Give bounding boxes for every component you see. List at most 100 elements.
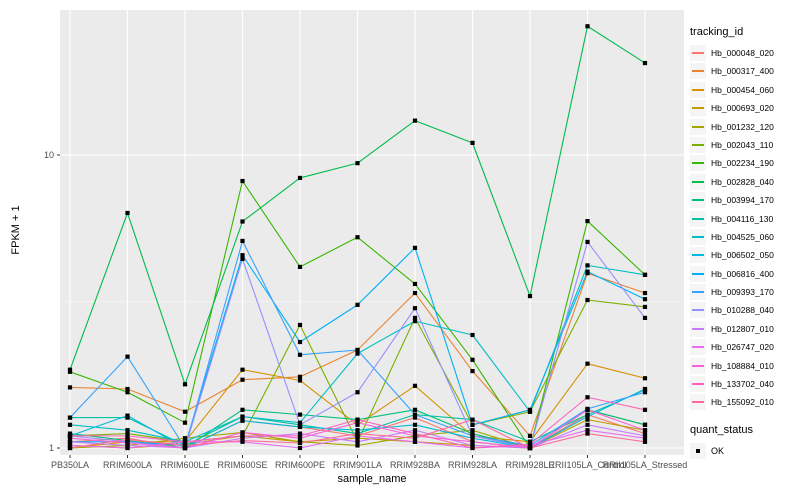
data-point — [642, 436, 648, 441]
data-point — [240, 253, 245, 258]
data-point — [585, 218, 590, 224]
data-point — [240, 438, 245, 443]
data-point — [297, 339, 303, 345]
legend-key — [690, 394, 706, 411]
legend-item-label: Hb_000048_020 — [711, 48, 774, 58]
data-point — [182, 445, 188, 451]
x-tick-label: RRIM600LE — [160, 460, 209, 470]
legend-item: Hb_002043_110 — [690, 136, 798, 153]
x-tick-label: RRII105LA_Control — [548, 460, 626, 470]
y-tick-label: 10 — [44, 150, 54, 160]
legend-key — [690, 45, 706, 61]
data-point — [125, 440, 130, 446]
legend-item: Hb_155092_010 — [690, 394, 798, 411]
data-point — [585, 417, 590, 422]
x-tick-label: RRIM928LE — [505, 460, 554, 470]
data-point — [355, 433, 360, 438]
x-tick-label: RRIM928LA — [448, 460, 497, 470]
legend-line-swatch — [692, 272, 704, 275]
legend-item: Hb_000048_020 — [690, 45, 798, 61]
data-point — [297, 445, 303, 451]
legend-item: Hb_012807_010 — [690, 320, 798, 337]
legend-line-swatch — [692, 180, 704, 183]
legend-line-swatch — [692, 143, 704, 146]
data-point — [412, 415, 418, 420]
data-point — [642, 431, 648, 436]
data-point — [297, 440, 303, 446]
legend-item: Hb_003994_170 — [690, 192, 798, 209]
data-point — [240, 219, 245, 224]
legend-line-swatch — [692, 70, 704, 73]
data-point — [470, 439, 475, 444]
data-point — [125, 445, 130, 451]
data-point — [642, 60, 648, 66]
data-point — [125, 386, 130, 392]
data-point — [642, 272, 648, 277]
legend-key — [690, 81, 706, 98]
data-point — [642, 386, 648, 392]
data-point — [585, 239, 590, 245]
legend-line-swatch — [692, 88, 704, 91]
data-point — [297, 374, 303, 379]
legend-key — [690, 357, 706, 374]
legend-line-swatch — [692, 291, 704, 294]
data-point — [182, 409, 188, 414]
axes: 1 10 PB350LA RRIM600LA RRIM600LE RRIM600SE RRI… — [44, 150, 687, 470]
legend-item-label: Hb_133702_040 — [711, 379, 774, 390]
data-point — [67, 415, 73, 420]
data-point — [642, 422, 648, 427]
legend-key — [690, 173, 706, 190]
data-point — [297, 175, 303, 181]
y-axis-title: FPKM + 1 — [10, 205, 22, 255]
legend-line-swatch — [692, 235, 704, 238]
data-point — [125, 428, 130, 433]
data-point — [642, 390, 648, 395]
data-point — [412, 315, 418, 320]
data-point — [527, 433, 533, 438]
data-point — [67, 433, 73, 438]
data-point — [297, 378, 303, 383]
legend-item-label: Hb_003994_170 — [711, 195, 774, 206]
data-point — [470, 417, 475, 422]
data-point — [125, 413, 130, 418]
data-point — [642, 315, 648, 320]
legend-line-swatch — [692, 125, 704, 128]
data-point — [642, 439, 648, 444]
data-point — [585, 297, 590, 303]
data-point — [297, 431, 303, 436]
legend-title-tracking-id: tracking_id — [690, 26, 744, 38]
data-point — [412, 306, 418, 311]
data-point — [297, 422, 303, 427]
data-point — [355, 443, 360, 448]
data-point — [297, 412, 303, 417]
data-point — [182, 420, 188, 425]
x-tick-label: RRIM600LA — [103, 460, 152, 470]
legend-item-label: Hb_012807_010 — [711, 323, 774, 334]
legend-item: Hb_000693_020 — [690, 100, 798, 117]
legend-item-label: Hb_002234_190 — [711, 158, 774, 169]
legend-item-label: Hb_000454_060 — [711, 84, 774, 95]
data-point — [240, 377, 245, 382]
x-tick-label: RRIM600PE — [275, 460, 325, 470]
legend-key — [690, 376, 706, 393]
data-point — [355, 431, 360, 436]
data-point — [355, 436, 360, 441]
data-point — [355, 390, 360, 395]
data-point — [240, 414, 245, 419]
legend-line-swatch — [692, 52, 704, 54]
legend-item-label: Hb_006816_400 — [711, 268, 774, 279]
legend-key — [690, 228, 706, 245]
data-point — [67, 439, 73, 444]
data-point — [355, 417, 360, 422]
data-point — [240, 238, 245, 244]
data-point — [67, 445, 73, 451]
legend-item: Hb_108884_010 — [690, 357, 798, 374]
data-point — [585, 431, 590, 436]
legend-line-swatch — [692, 346, 704, 349]
data-point — [67, 443, 73, 448]
black-square-marker-icon — [696, 449, 700, 454]
y-tick-label: 1 — [49, 443, 54, 453]
legend-item: Hb_010288_040 — [690, 302, 798, 319]
data-point — [412, 281, 418, 287]
